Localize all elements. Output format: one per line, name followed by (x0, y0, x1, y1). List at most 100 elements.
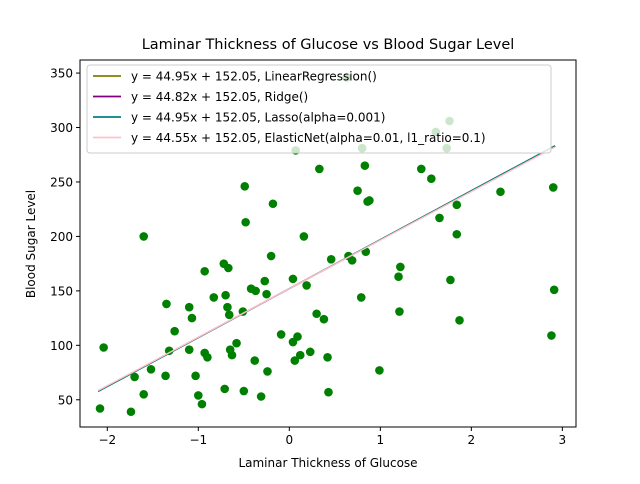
y-tick-label: 50 (58, 393, 73, 407)
scatter-point (197, 399, 207, 409)
x-tick-label: −1 (189, 433, 207, 447)
scatter-point (356, 293, 366, 302)
scatter-point (305, 347, 315, 357)
y-tick-label: 150 (50, 284, 73, 298)
scatter-point (238, 307, 248, 316)
scatter-point (394, 272, 403, 282)
y-tick-label: 100 (50, 339, 73, 353)
scatter-point (324, 387, 333, 397)
legend-label: y = 44.55x + 152.05, ElasticNet(alpha=0.… (131, 131, 486, 145)
scatter-point (250, 356, 260, 365)
scatter-point (187, 313, 197, 323)
scatter-point (240, 182, 250, 191)
scatter-point (288, 274, 298, 284)
scatter-point (203, 353, 212, 362)
legend-label: y = 44.95x + 152.05, Lasso(alpha=0.001) (131, 111, 385, 125)
scatter-point (547, 331, 556, 340)
scatter-point (223, 302, 232, 312)
x-tick-label: 0 (286, 433, 294, 447)
scatter-point (260, 276, 270, 286)
scatter-point (224, 263, 233, 273)
scatter-point (295, 350, 305, 360)
scatter-point (452, 229, 462, 239)
scatter-point (548, 183, 558, 192)
scatter-point (139, 232, 149, 241)
scatter-point (99, 343, 108, 352)
scatter-point (416, 164, 426, 174)
scatter-point (293, 332, 302, 341)
y-axis-ticks: 50 100 150 200 250 300 350 (50, 67, 80, 407)
scatter-point (161, 371, 170, 381)
scatter-point (347, 256, 357, 265)
scatter-point (95, 404, 105, 413)
scatter-point (139, 390, 149, 399)
scatter-point (220, 384, 229, 394)
scatter-point (353, 186, 362, 195)
scatter-point (170, 326, 179, 336)
scatter-point (290, 356, 300, 365)
scatter-point (256, 392, 266, 401)
scatter-point (227, 350, 237, 360)
scatter-point (496, 187, 505, 197)
scatter-point (315, 164, 324, 174)
scatter-point (130, 372, 139, 382)
scatter-point (302, 281, 311, 290)
scatter-point (365, 196, 374, 205)
scatter-point (209, 293, 219, 302)
legend: y = 44.95x + 152.05, LinearRegression() y… (86, 64, 552, 154)
scatter-point (164, 346, 174, 356)
y-tick-label: 300 (50, 121, 73, 135)
scatter-point (276, 330, 286, 339)
scatter-point (191, 371, 200, 381)
scatter-point (200, 266, 209, 276)
scatter-point (146, 364, 156, 374)
scatter-point (266, 251, 276, 261)
scatter-point (268, 199, 278, 209)
scatter-point (184, 302, 194, 312)
legend-box (86, 64, 552, 154)
scatter-point (126, 407, 136, 417)
scatter-point (396, 262, 405, 272)
x-tick-label: 1 (377, 433, 385, 447)
scatter-point (435, 213, 444, 223)
scatter-point (427, 174, 436, 183)
scatter-point (232, 338, 241, 348)
regression-line (97, 146, 556, 392)
chart-title: Laminar Thickness of Glucose vs Blood Su… (142, 37, 515, 53)
y-axis-label: Blood Sugar Level (24, 190, 38, 298)
x-axis-ticks: −2 −1 0 1 2 3 (98, 427, 566, 447)
plot-area (79, 59, 577, 428)
y-tick-label: 250 (50, 175, 73, 189)
scatter-point (319, 314, 329, 324)
x-tick-label: 2 (468, 433, 476, 447)
scatter-point (221, 290, 230, 300)
y-tick-label: 200 (50, 230, 73, 244)
scatter-point (452, 200, 462, 210)
scatter-point (299, 232, 309, 241)
scatter-point (446, 275, 455, 285)
scatter-point (312, 309, 321, 319)
scatter-point (184, 345, 194, 354)
scatter-point (162, 299, 171, 309)
scatter-point (263, 367, 272, 376)
scatter-point (323, 353, 332, 362)
x-axis-label: Laminar Thickness of Glucose (238, 456, 417, 470)
scatter-point (251, 286, 260, 296)
y-tick-label: 350 (50, 67, 73, 81)
scatter-point (395, 307, 404, 316)
scatter-point (241, 217, 250, 227)
x-tick-label: −2 (98, 433, 116, 447)
scatter-point (375, 366, 384, 375)
scatter-point (455, 315, 464, 325)
scatter-point (360, 161, 370, 170)
scatter-point (194, 391, 203, 400)
scatter-point (262, 289, 271, 299)
scatter-point (326, 254, 336, 264)
legend-label: y = 44.82x + 152.05, Ridge() (131, 90, 308, 104)
scatter-point (549, 285, 559, 295)
scatter-point (224, 310, 234, 320)
scatter-point (239, 386, 249, 396)
axes-frame (79, 59, 577, 428)
